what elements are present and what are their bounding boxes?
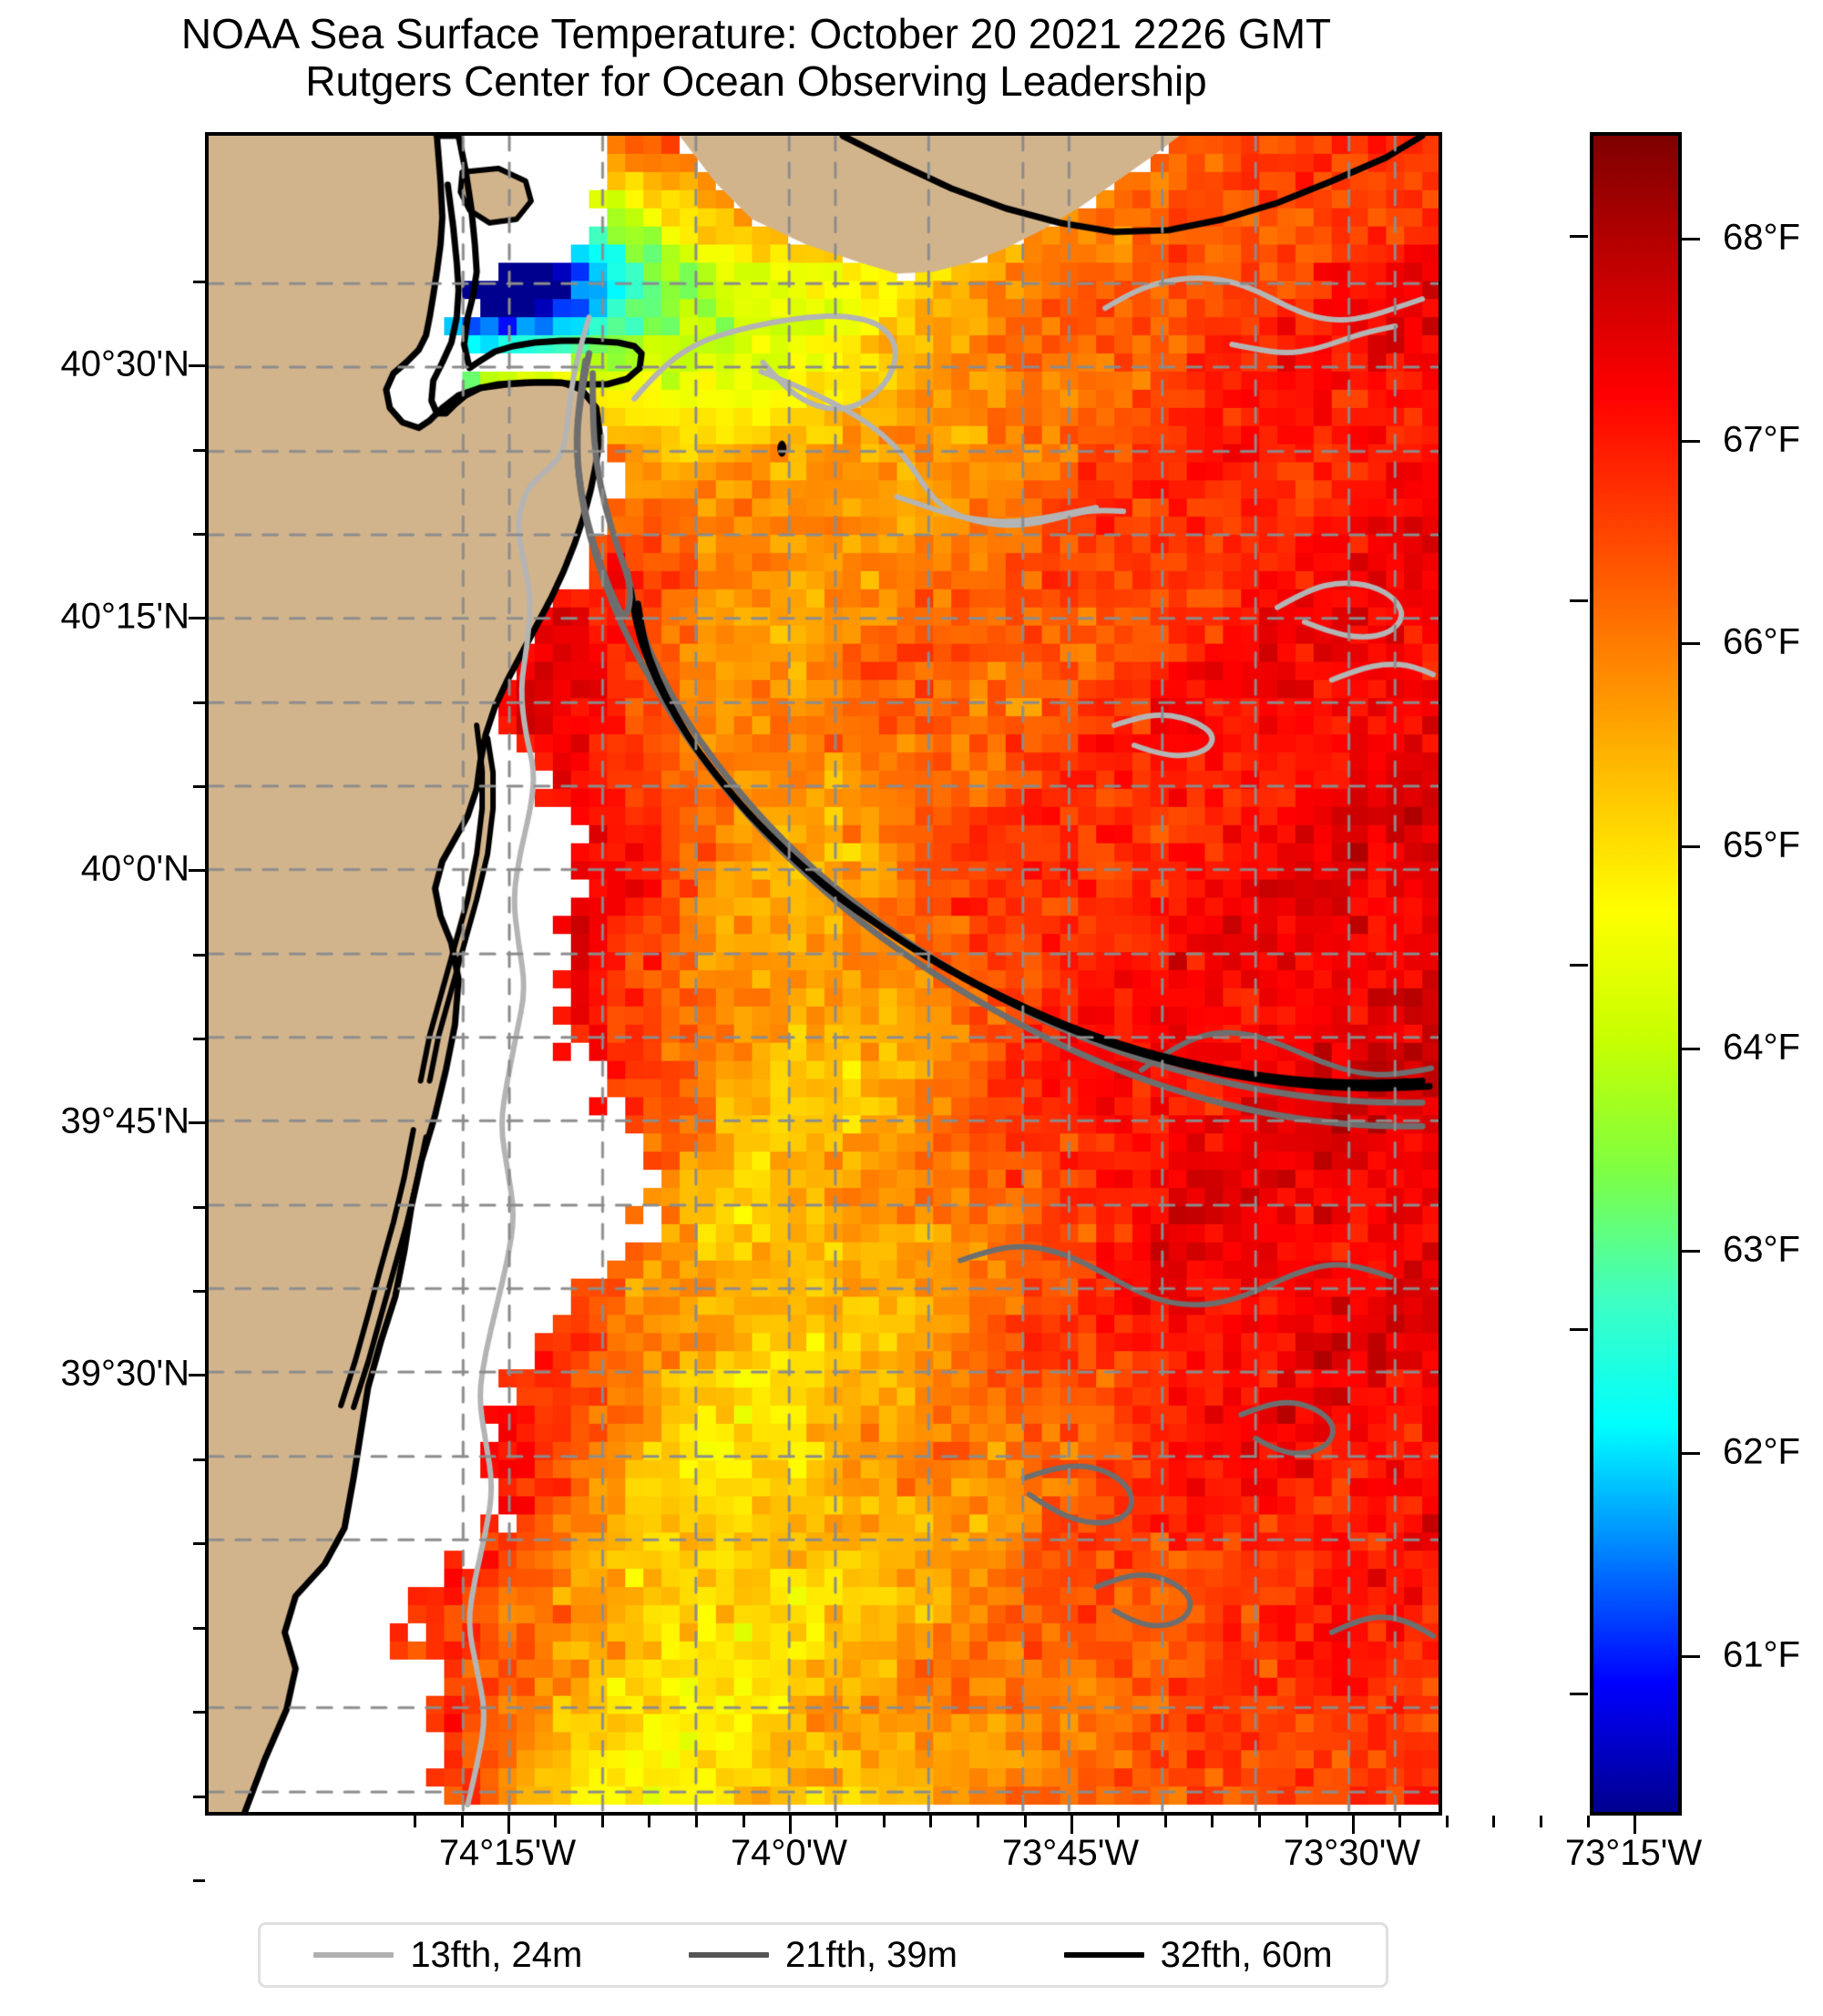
legend-label: 13fth, 24m xyxy=(410,1934,583,1975)
colorbar-tick-celsius xyxy=(1570,1693,1588,1695)
x-axis-minor-tick xyxy=(1211,1816,1214,1827)
sst-map-panel xyxy=(205,132,1442,1816)
x-axis-label: 74°0'W xyxy=(730,1833,848,1873)
x-axis-minor-tick xyxy=(1117,1816,1120,1827)
colorbar-tick-celsius xyxy=(1570,599,1588,602)
y-axis-minor-tick xyxy=(193,1290,205,1293)
colorbar-tick-fahrenheit xyxy=(1682,845,1700,848)
x-axis-minor-tick xyxy=(835,1816,838,1827)
figure-title: NOAA Sea Surface Temperature: October 20… xyxy=(0,10,1512,105)
x-axis-tick xyxy=(1070,1816,1073,1834)
sst-heatmap-canvas xyxy=(209,136,1439,1812)
x-axis-minor-tick xyxy=(1446,1816,1449,1827)
x-axis-tick xyxy=(507,1816,510,1834)
y-axis-label: 40°0'N xyxy=(80,848,189,889)
colorbar-tick-fahrenheit xyxy=(1682,642,1700,645)
title-line-2: Rutgers Center for Ocean Observing Leade… xyxy=(305,56,1207,105)
y-axis-tick xyxy=(189,364,205,367)
y-axis-label: 39°45'N xyxy=(60,1100,189,1141)
x-axis-minor-tick xyxy=(1306,1816,1308,1827)
colorbar-tick-celsius xyxy=(1570,1328,1588,1331)
y-axis-minor-tick xyxy=(193,1711,205,1714)
legend-item: 21fth, 39m xyxy=(688,1934,958,1976)
x-axis-minor-tick xyxy=(1164,1816,1167,1827)
colorbar-label-fahrenheit: 68°F xyxy=(1723,217,1800,258)
colorbar-tick-fahrenheit xyxy=(1682,440,1700,443)
colorbar-tick-celsius xyxy=(1570,964,1588,967)
y-axis-minor-tick xyxy=(193,1542,205,1545)
x-axis-minor-tick xyxy=(1540,1816,1542,1827)
legend-label: 21fth, 39m xyxy=(784,1934,958,1975)
x-axis-minor-tick xyxy=(1492,1816,1495,1827)
y-axis-minor-tick xyxy=(193,1879,205,1882)
legend-label: 32fth, 60m xyxy=(1160,1934,1333,1975)
y-axis-tick xyxy=(189,869,205,872)
x-axis-tick xyxy=(789,1816,792,1834)
contour-line-swatch-32fth xyxy=(1063,1952,1144,1958)
y-axis-label: 40°15'N xyxy=(60,596,189,637)
contour-line-swatch-13fth xyxy=(313,1952,394,1958)
y-axis-tick xyxy=(189,1374,205,1376)
colorbar-label-fahrenheit: 64°F xyxy=(1723,1027,1800,1068)
x-axis-minor-tick xyxy=(1587,1816,1590,1827)
x-axis-label: 74°15'W xyxy=(438,1833,577,1873)
x-axis-label: 73°15'W xyxy=(1564,1833,1703,1873)
colorbar-gradient xyxy=(1590,132,1682,1816)
x-axis-minor-tick xyxy=(1398,1816,1401,1827)
colorbar-tick-celsius xyxy=(1570,235,1588,238)
x-axis-minor-tick xyxy=(414,1816,416,1827)
y-axis-minor-tick xyxy=(193,1206,205,1209)
y-axis-tick xyxy=(189,1121,205,1124)
x-axis-minor-tick xyxy=(743,1816,745,1827)
y-axis-minor-tick xyxy=(193,1627,205,1630)
y-axis-minor-tick xyxy=(193,449,205,452)
y-axis-minor-tick xyxy=(193,785,205,788)
colorbar-tick-fahrenheit xyxy=(1682,1250,1700,1253)
y-axis-minor-tick xyxy=(193,1038,205,1040)
x-axis-minor-tick xyxy=(695,1816,698,1827)
y-axis-minor-tick xyxy=(193,533,205,536)
x-axis-minor-tick xyxy=(461,1816,464,1827)
x-axis-minor-tick xyxy=(1258,1816,1261,1827)
x-axis-tick xyxy=(1634,1816,1636,1834)
y-axis-minor-tick xyxy=(193,954,205,957)
x-axis-minor-tick xyxy=(648,1816,650,1827)
y-axis-minor-tick xyxy=(193,1458,205,1461)
title-line-1: NOAA Sea Surface Temperature: October 20… xyxy=(180,10,1332,57)
bathymetry-legend: 13fth, 24m 21fth, 39m 32fth, 60m xyxy=(258,1922,1388,1988)
colorbar-label-fahrenheit: 66°F xyxy=(1723,621,1800,662)
colorbar-label-fahrenheit: 67°F xyxy=(1723,419,1800,460)
y-axis-label: 39°30'N xyxy=(60,1353,189,1394)
x-axis-minor-tick xyxy=(883,1816,886,1827)
x-axis-label: 73°45'W xyxy=(1001,1833,1140,1873)
colorbar xyxy=(1570,132,1700,1816)
colorbar-tick-fahrenheit xyxy=(1682,1048,1700,1050)
legend-item: 13fth, 24m xyxy=(313,1935,582,1976)
colorbar-label-fahrenheit: 65°F xyxy=(1723,824,1800,865)
x-axis-minor-tick xyxy=(977,1816,979,1827)
colorbar-tick-fahrenheit xyxy=(1682,1655,1700,1658)
colorbar-tick-fahrenheit xyxy=(1682,1452,1700,1455)
legend-item: 32fth, 60m xyxy=(1063,1934,1333,1976)
x-axis-minor-tick xyxy=(1024,1816,1027,1827)
y-axis-minor-tick xyxy=(193,701,205,704)
y-axis-tick xyxy=(189,617,205,619)
x-axis-minor-tick xyxy=(929,1816,932,1827)
colorbar-tick-fahrenheit xyxy=(1682,238,1700,240)
x-axis-minor-tick xyxy=(554,1816,557,1827)
y-axis-minor-tick xyxy=(193,281,205,283)
colorbar-label-fahrenheit: 63°F xyxy=(1723,1229,1800,1270)
y-axis-minor-tick xyxy=(193,1796,205,1798)
x-axis-label: 73°30'W xyxy=(1283,1833,1421,1873)
x-axis-minor-tick xyxy=(601,1816,604,1827)
x-axis-tick xyxy=(1352,1816,1355,1834)
colorbar-label-fahrenheit: 61°F xyxy=(1723,1634,1800,1675)
colorbar-label-fahrenheit: 62°F xyxy=(1723,1431,1800,1472)
y-axis-label: 40°30'N xyxy=(60,343,189,384)
contour-line-swatch-21fth xyxy=(688,1952,769,1958)
